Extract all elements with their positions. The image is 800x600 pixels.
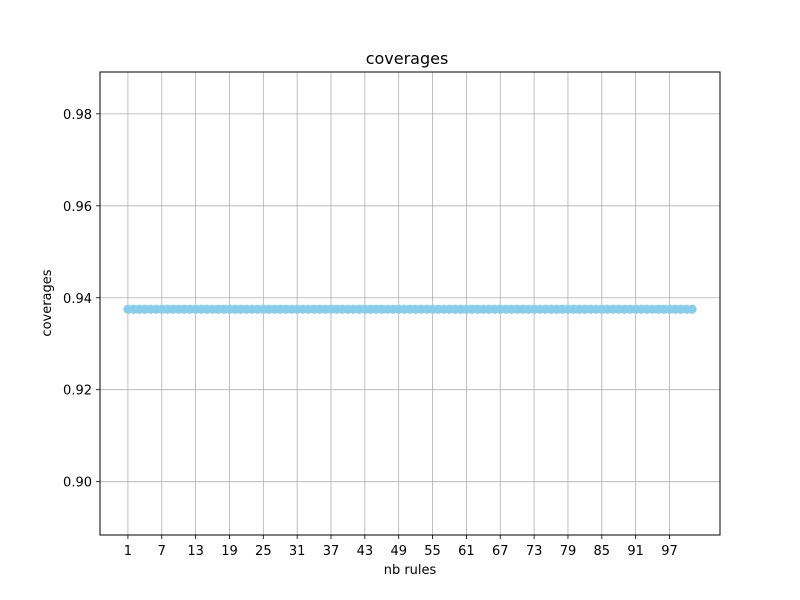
x-tick-label: 97 <box>661 544 678 559</box>
y-axis-ticks: 0.90 0.92 0.94 0.96 0.98 <box>63 108 100 491</box>
x-tick-label: 1 <box>124 544 132 559</box>
x-tick-label: 55 <box>424 544 441 559</box>
y-tick-label: 0.96 <box>63 200 92 215</box>
x-tick-label: 31 <box>289 544 306 559</box>
y-tick-label: 0.92 <box>63 384 92 399</box>
x-tick-label: 85 <box>594 544 611 559</box>
x-tick-label: 73 <box>526 544 543 559</box>
x-tick-label: 25 <box>255 544 272 559</box>
data-points <box>123 304 697 314</box>
x-tick-label: 91 <box>627 544 644 559</box>
x-axis-label: nb rules <box>384 563 437 578</box>
y-axis-label: coverages <box>40 269 55 336</box>
y-tick-label: 0.94 <box>63 292 92 307</box>
x-tick-label: 43 <box>357 544 374 559</box>
y-tick-label: 0.98 <box>63 108 92 123</box>
chart-title: coverages <box>366 49 449 68</box>
x-tick-label: 49 <box>390 544 407 559</box>
x-tick-label: 13 <box>187 544 204 559</box>
y-tick-label: 0.90 <box>63 476 92 491</box>
grid <box>100 72 720 535</box>
plot-frame <box>99 71 721 536</box>
x-axis-ticks: 1 7 13 19 25 31 37 43 49 55 61 67 73 79 85 91 97 <box>124 535 678 559</box>
x-tick-label: 61 <box>458 544 475 559</box>
x-tick-label: 67 <box>492 544 509 559</box>
x-tick-label: 19 <box>221 544 238 559</box>
x-tick-label: 7 <box>158 544 166 559</box>
x-tick-label: 79 <box>560 544 577 559</box>
x-tick-label: 37 <box>323 544 340 559</box>
data-point <box>687 304 697 314</box>
